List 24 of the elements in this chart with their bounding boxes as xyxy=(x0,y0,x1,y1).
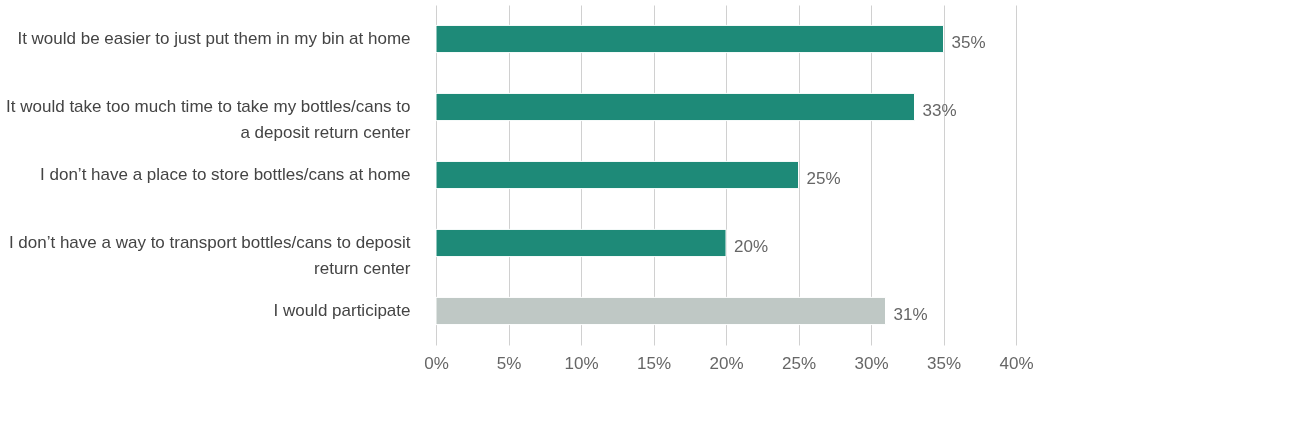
y-tick-label: I would participate xyxy=(273,301,411,320)
y-tick-label: It would be easier to just put them in my bin at home xyxy=(17,29,411,48)
bar xyxy=(435,228,727,258)
y-tick-label: It would take too much time to take my bottles/cans to a deposit return center xyxy=(6,97,411,142)
data-label: 31% xyxy=(893,305,928,324)
y-tick-label: I don’t have a place to store bottles/cans at home xyxy=(40,165,411,184)
x-tick-label: 25% xyxy=(781,353,817,373)
bar xyxy=(435,24,944,54)
x-tick-label: 30% xyxy=(854,353,889,373)
y-tick-label: I don’t have a way to transport bottles/cans to deposit return center xyxy=(8,233,411,278)
x-tick-label: 10% xyxy=(564,353,599,373)
data-label: 35% xyxy=(951,33,986,52)
x-tick-label: 20% xyxy=(709,353,744,373)
x-tick-label: 40% xyxy=(999,353,1034,373)
x-tick-label: 0% xyxy=(424,353,449,373)
data-label: 25% xyxy=(806,169,841,188)
bar xyxy=(435,160,799,190)
x-tick-label: 35% xyxy=(926,353,962,373)
bar xyxy=(435,296,886,326)
bar xyxy=(435,92,915,122)
x-tick-label: 15% xyxy=(636,353,672,373)
data-label: 20% xyxy=(734,237,769,256)
data-label: 33% xyxy=(922,101,957,120)
x-tick-label: 5% xyxy=(496,353,522,373)
